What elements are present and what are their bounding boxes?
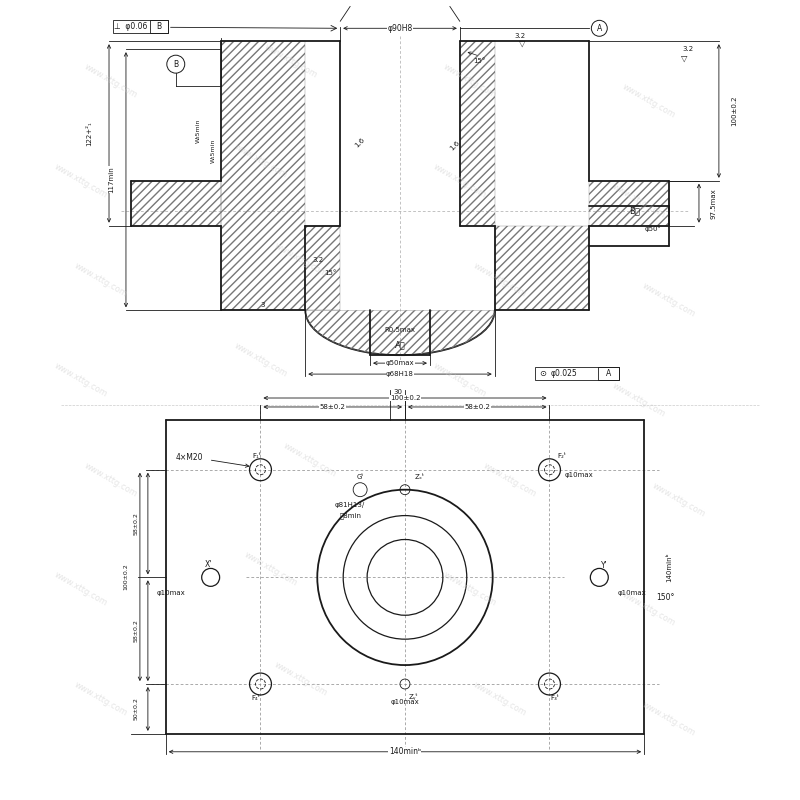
Text: 3.2: 3.2 [682,46,693,52]
Text: www.xttg.com: www.xttg.com [83,62,139,100]
Bar [534,367,619,380]
Text: www.xttg.com: www.xttg.com [482,461,538,498]
Bar [150,20,168,34]
Text: φ10max: φ10max [565,472,593,478]
Text: ⊥  φ0.06: ⊥ φ0.06 [114,22,148,31]
Text: 97.5max: 97.5max [711,188,717,218]
Text: www.xttg.com: www.xttg.com [621,82,678,120]
Text: ⊙: ⊙ [539,369,546,378]
Text: φ50ˢ: φ50ˢ [644,226,660,231]
Text: www.xttg.com: www.xttg.com [53,570,110,608]
Bar [598,367,619,380]
Text: 1.6: 1.6 [449,140,461,152]
Text: 1.6: 1.6 [354,137,366,149]
Text: ▽: ▽ [681,54,687,62]
Text: φ0.025: φ0.025 [551,369,578,378]
Text: φ10max: φ10max [618,590,646,596]
Text: 117min: 117min [108,166,114,193]
Text: www.xttg.com: www.xttg.com [611,381,667,419]
Text: A口: A口 [394,341,406,350]
Text: www.xttg.com: www.xttg.com [73,680,130,718]
Text: 140minᵇ: 140minᵇ [666,553,672,582]
Text: ▽: ▽ [519,38,526,48]
Text: www.xttg.com: www.xttg.com [611,182,667,219]
Text: φ81H13/: φ81H13/ [335,502,366,508]
Text: F₂ᵗ: F₂ᵗ [557,453,566,459]
Text: Zₓᵗ: Zₓᵗ [415,474,425,480]
Text: www.xttg.com: www.xttg.com [641,700,698,738]
Text: www.xttg.com: www.xttg.com [83,461,139,498]
Text: A: A [606,369,611,378]
Text: 4×M20: 4×M20 [176,454,203,462]
Text: A: A [597,24,602,33]
Text: www.xttg.com: www.xttg.com [73,262,130,299]
Text: www.xttg.com: www.xttg.com [272,660,329,698]
Text: www.xttg.com: www.xttg.com [621,590,678,628]
Bar [113,20,168,34]
Text: www.xttg.com: www.xttg.com [471,680,528,718]
Text: www.xttg.com: www.xttg.com [232,142,289,180]
Text: www.xttg.com: www.xttg.com [432,162,488,200]
Text: 122+²₁: 122+²₁ [86,121,92,146]
Text: Y': Y' [601,561,608,570]
Text: 3.2: 3.2 [514,34,525,39]
Text: 58±0.2: 58±0.2 [134,619,138,642]
Text: 3: 3 [260,302,265,308]
Text: F₃ᵗ: F₃ᵗ [550,695,559,701]
Text: Gᵗ: Gᵗ [357,474,364,480]
Text: 58±0.2: 58±0.2 [134,512,138,535]
Text: www.xttg.com: www.xttg.com [232,342,289,379]
Text: 15°: 15° [324,270,337,277]
Text: B: B [156,22,162,31]
Text: www.xttg.com: www.xttg.com [432,362,488,399]
Text: 140minᵇ: 140minᵇ [389,747,421,756]
Text: www.xttg.com: www.xttg.com [262,42,318,80]
Text: φ10max: φ10max [390,699,419,705]
Text: 100±0.2: 100±0.2 [123,563,129,590]
Text: 15°: 15° [474,58,486,64]
Text: B: B [174,60,178,69]
Text: 30: 30 [393,389,402,395]
Text: φ50max: φ50max [386,360,414,366]
Text: www.xttg.com: www.xttg.com [53,162,110,200]
Text: 58±0.2: 58±0.2 [464,404,490,410]
Text: 深8min: 深8min [339,512,361,519]
Text: φ90H8: φ90H8 [387,24,413,33]
Text: 100±0.2: 100±0.2 [390,395,420,401]
Text: R0.5max: R0.5max [385,327,415,334]
Text: 50±0.2: 50±0.2 [134,698,138,720]
Text: F₁ᵗ: F₁ᵗ [252,453,261,459]
Text: F₄ᵗ: F₄ᵗ [251,695,260,701]
Text: www.xttg.com: www.xttg.com [641,282,698,319]
Text: Zᵧᵗ: Zᵧᵗ [408,694,418,701]
Text: W₁5min: W₁5min [211,138,216,163]
Text: W₂5min: W₂5min [196,118,202,143]
Text: www.xttg.com: www.xttg.com [282,441,338,478]
Text: φ10max: φ10max [157,590,186,596]
Text: www.xttg.com: www.xttg.com [651,481,707,518]
Text: www.xttg.com: www.xttg.com [442,570,498,608]
Text: 3.2: 3.2 [313,258,324,263]
Text: 58±0.2: 58±0.2 [320,404,346,410]
Text: B口: B口 [629,206,640,215]
Text: 150°: 150° [656,593,674,602]
Text: www.xttg.com: www.xttg.com [242,550,298,588]
Text: www.xttg.com: www.xttg.com [442,62,498,100]
Text: www.xttg.com: www.xttg.com [272,242,329,279]
Text: www.xttg.com: www.xttg.com [53,362,110,399]
Text: 100±0.2: 100±0.2 [731,96,737,126]
Text: φ68H18: φ68H18 [386,371,414,377]
Text: www.xttg.com: www.xttg.com [471,262,528,299]
Text: X': X' [205,560,212,569]
